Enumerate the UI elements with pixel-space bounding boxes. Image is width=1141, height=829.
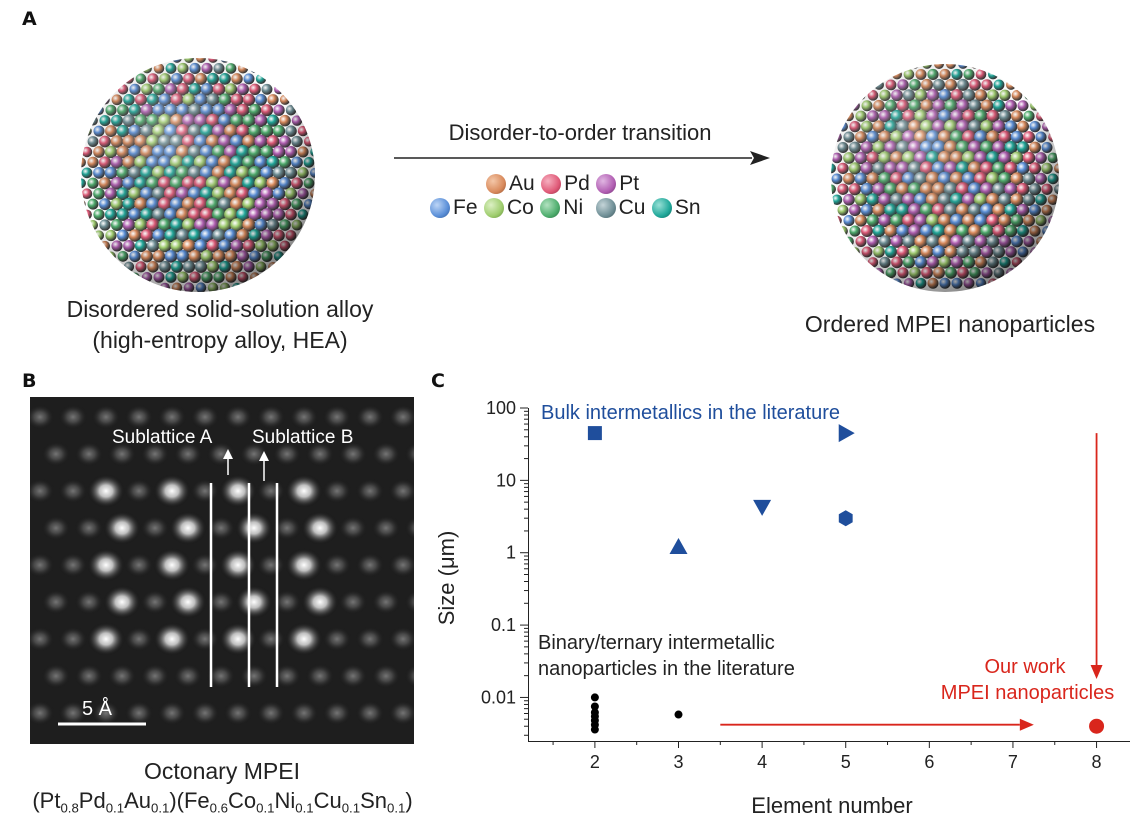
pt-ball-icon	[596, 174, 617, 194]
cu-ball-icon	[595, 198, 616, 218]
sn-ball-icon	[651, 198, 672, 218]
legend-sn: Sn	[651, 196, 701, 220]
mpei-sphere-image	[831, 64, 1059, 292]
scale-bar-label: 5 Å	[82, 698, 113, 720]
y-tick-label: 0.1	[491, 615, 516, 635]
nano-series-label-line2: nanoparticles in the literature	[538, 658, 795, 680]
mpei-name-caption: Octonary MPEI	[144, 758, 300, 784]
x-tick-label: 7	[1008, 752, 1018, 772]
vertical-arrow	[1090, 433, 1103, 679]
legend-sn-label: Sn	[674, 196, 701, 219]
mpei-caption: Ordered MPEI nanoparticles	[804, 311, 1096, 337]
data-point-dot	[590, 693, 599, 702]
horizontal-arrow	[720, 718, 1034, 731]
legend-pt-label: Pt	[619, 172, 640, 195]
legend-au-label: Au	[509, 172, 535, 195]
legend-ni-label: Ni	[563, 196, 584, 219]
x-axis-line	[528, 741, 1130, 742]
transition-arrow	[394, 151, 770, 165]
data-point-square	[587, 426, 602, 441]
legend-au: Au	[486, 172, 535, 196]
au-ball-icon	[486, 174, 506, 194]
stem-image	[30, 397, 414, 744]
legend-pd: Pd	[541, 172, 590, 196]
panel-letter-c: C	[431, 370, 445, 392]
x-tick-label: 5	[841, 752, 851, 772]
hea-caption-line2: (high-entropy alloy, HEA)	[92, 327, 348, 353]
panel-letter-b: B	[22, 370, 37, 392]
x-axis-label: Element number	[751, 793, 912, 818]
ni-ball-icon	[540, 198, 561, 218]
y-tick-label: 0.01	[481, 687, 516, 707]
hea-sphere-image	[81, 58, 315, 292]
legend-co-label: Co	[506, 196, 534, 219]
fe-ball-icon	[430, 198, 450, 218]
y-axis-label: Size (μm)	[434, 531, 459, 626]
legend-fe: Fe	[430, 196, 478, 220]
x-tick-label: 4	[757, 752, 767, 772]
x-tick-label: 6	[924, 752, 934, 772]
co-ball-icon	[483, 198, 504, 218]
legend-ni: Ni	[540, 196, 583, 220]
our-work-label-line1: Our work	[984, 656, 1066, 678]
transition-label: Disorder-to-order transition	[448, 120, 712, 145]
x-tick-label: 2	[590, 752, 600, 772]
hea-caption-line1: Disordered solid-solution alloy	[66, 296, 374, 322]
data-point-dot	[674, 710, 683, 719]
data-point-circle	[1089, 718, 1105, 734]
sublattice-b-label: Sublattice B	[252, 427, 354, 448]
y-tick-label: 100	[486, 398, 516, 418]
pd-ball-icon	[541, 174, 562, 194]
bulk-series-label: Bulk intermetallics in the literature	[541, 402, 841, 424]
nano-series-label-line1: Binary/ternary intermetallic	[538, 632, 775, 654]
y-tick-label: 10	[496, 470, 516, 490]
legend-pt: Pt	[596, 172, 639, 196]
sublattice-a-label: Sublattice A	[112, 427, 213, 448]
y-tick-label: 1	[506, 543, 516, 563]
x-tick-label: 8	[1092, 752, 1102, 772]
mpei-formula: (Pt0.8Pd0.1Au0.1)(Fe0.6Co0.1Ni0.1Cu0.1Sn…	[32, 788, 413, 816]
panel-letter-a: A	[22, 8, 37, 30]
x-tick-label: 3	[673, 752, 683, 772]
y-axis-line	[528, 408, 529, 741]
data-point-triangle-right	[838, 424, 855, 443]
legend-fe-label: Fe	[453, 196, 478, 219]
legend-row-1: Au Pd Pt	[486, 172, 641, 199]
our-work-label-line2: MPEI nanoparticles	[940, 682, 1115, 704]
legend-cu-label: Cu	[618, 196, 646, 219]
legend-pd-label: Pd	[564, 172, 590, 195]
legend-co: Co	[483, 196, 534, 220]
data-point-dot	[590, 702, 599, 711]
data-point-hexagon	[838, 510, 853, 527]
data-point-triangle-up	[669, 537, 688, 554]
size-vs-element-chart: 2 3 4 5 6 7 8 0.01 0.1 1 10 100 Size (μm) Element n…	[434, 398, 1130, 818]
legend-row-2: Fe Co Ni Cu Sn	[430, 196, 703, 223]
data-point-dot	[590, 725, 599, 734]
data-point-triangle-down	[753, 499, 772, 516]
legend-cu: Cu	[595, 196, 646, 220]
